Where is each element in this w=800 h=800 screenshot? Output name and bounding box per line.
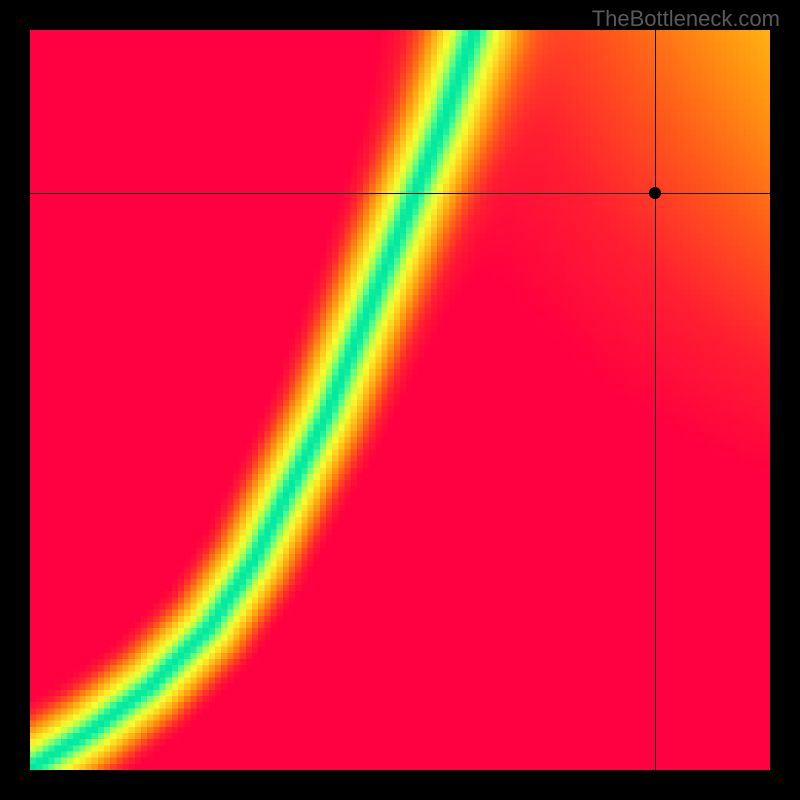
crosshair-marker xyxy=(649,187,661,199)
chart-plot-area xyxy=(30,30,770,770)
heatmap-canvas xyxy=(30,30,770,770)
watermark-text: TheBottleneck.com xyxy=(592,6,780,32)
crosshair-vertical xyxy=(655,30,656,770)
